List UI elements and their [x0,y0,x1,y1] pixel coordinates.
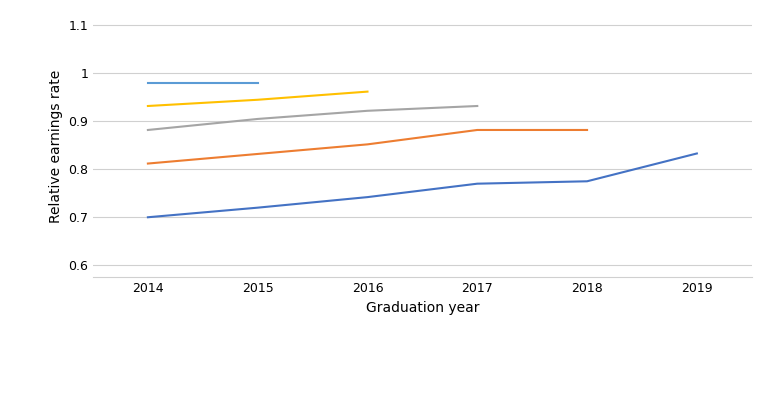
1st year [363,195,372,200]
2nd year [363,142,372,147]
2nd year [473,128,482,132]
Line: 1st year: 1st year [148,154,697,217]
1st year [253,205,262,210]
2nd year [583,128,592,132]
2nd year [253,152,262,156]
3rd year [253,116,262,121]
1st year [692,151,701,156]
5th year [143,81,153,86]
2nd year [143,161,153,166]
4th year [363,89,372,94]
Line: 2nd year: 2nd year [148,130,587,164]
3rd year [143,128,153,132]
1st year [583,179,592,184]
X-axis label: Graduation year: Graduation year [366,301,479,314]
4th year [253,97,262,102]
1st year [473,181,482,186]
1st year [143,215,153,220]
3rd year [363,109,372,113]
5th year [253,81,262,86]
Line: 3rd year: 3rd year [148,106,477,130]
4th year [143,104,153,109]
Y-axis label: Relative earnings rate: Relative earnings rate [49,70,63,223]
3rd year [473,104,482,109]
Line: 4th year: 4th year [148,91,367,106]
